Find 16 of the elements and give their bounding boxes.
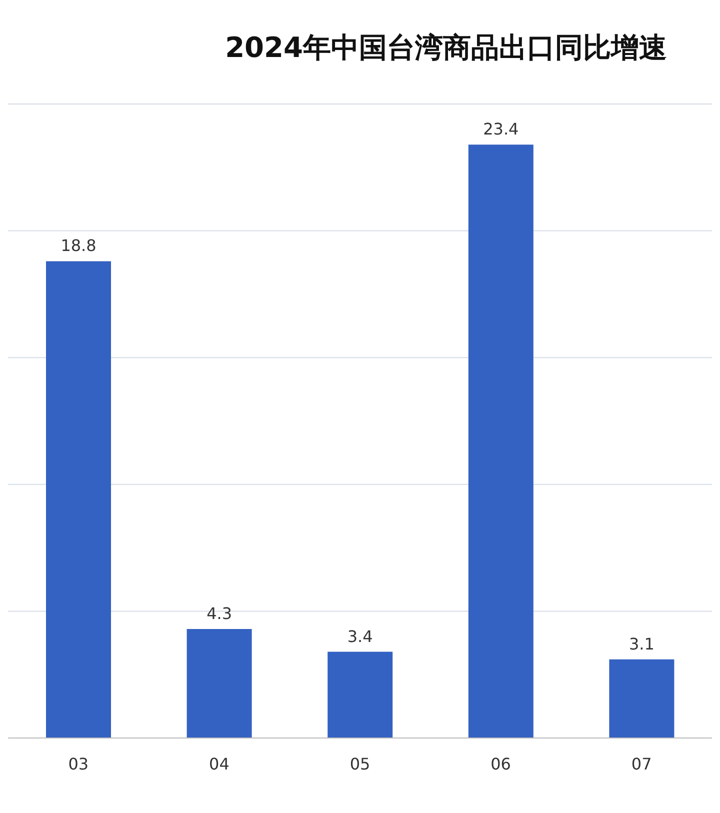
x-tick-label: 04 bbox=[209, 754, 230, 774]
bar bbox=[46, 261, 111, 738]
bar bbox=[328, 652, 393, 738]
bar bbox=[468, 144, 534, 738]
bar bbox=[186, 628, 252, 738]
chart-title: 2024年中国台湾商品出口同比增速 bbox=[224, 30, 668, 66]
x-tick-label: 07 bbox=[631, 754, 652, 774]
x-tick-label: 03 bbox=[68, 754, 89, 774]
data-label: 4.3 bbox=[206, 604, 232, 623]
data-label: 3.4 bbox=[347, 626, 373, 646]
data-label: 3.1 bbox=[628, 634, 654, 654]
data-label: 18.8 bbox=[60, 236, 96, 256]
bar bbox=[609, 659, 674, 738]
x-tick-label: 06 bbox=[490, 754, 511, 774]
x-tick-label: 05 bbox=[350, 754, 370, 774]
data-label: 23.4 bbox=[483, 120, 519, 139]
